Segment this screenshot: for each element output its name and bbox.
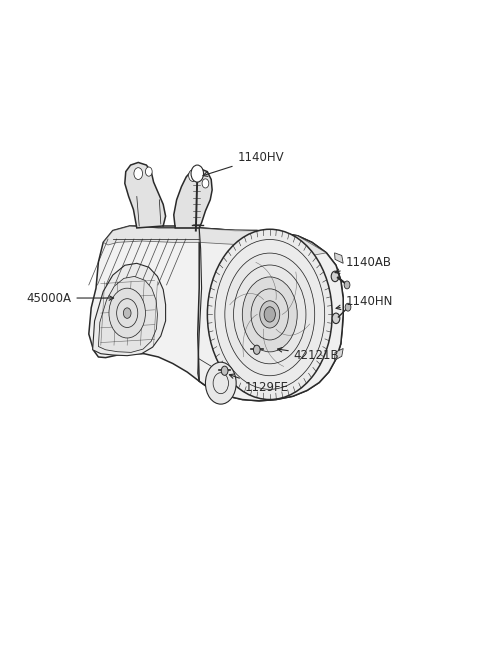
Polygon shape bbox=[174, 169, 212, 228]
Polygon shape bbox=[89, 226, 343, 401]
Polygon shape bbox=[93, 263, 166, 356]
Text: 1140AB: 1140AB bbox=[335, 255, 392, 273]
Circle shape bbox=[145, 167, 152, 176]
Circle shape bbox=[264, 307, 276, 322]
Polygon shape bbox=[335, 253, 343, 263]
Text: 45000A: 45000A bbox=[26, 291, 114, 305]
Circle shape bbox=[225, 253, 315, 376]
Circle shape bbox=[207, 229, 332, 400]
Circle shape bbox=[331, 271, 339, 282]
Circle shape bbox=[134, 168, 143, 179]
Circle shape bbox=[332, 313, 340, 324]
Text: 1140HN: 1140HN bbox=[336, 295, 393, 310]
Text: 1140HV: 1140HV bbox=[203, 151, 284, 176]
Polygon shape bbox=[335, 348, 343, 360]
Circle shape bbox=[260, 301, 280, 328]
Circle shape bbox=[189, 170, 197, 181]
Circle shape bbox=[345, 303, 351, 311]
Circle shape bbox=[242, 277, 297, 352]
Polygon shape bbox=[98, 276, 157, 352]
Polygon shape bbox=[103, 226, 326, 255]
Circle shape bbox=[123, 308, 131, 318]
Circle shape bbox=[205, 362, 236, 404]
Text: 42121B: 42121B bbox=[277, 348, 339, 362]
Polygon shape bbox=[125, 162, 166, 228]
Circle shape bbox=[253, 345, 260, 354]
Text: 1129FE: 1129FE bbox=[229, 374, 289, 394]
Circle shape bbox=[202, 179, 209, 188]
Circle shape bbox=[109, 288, 145, 338]
Circle shape bbox=[221, 366, 228, 375]
Circle shape bbox=[191, 165, 204, 182]
Circle shape bbox=[344, 281, 350, 289]
Polygon shape bbox=[198, 228, 343, 401]
